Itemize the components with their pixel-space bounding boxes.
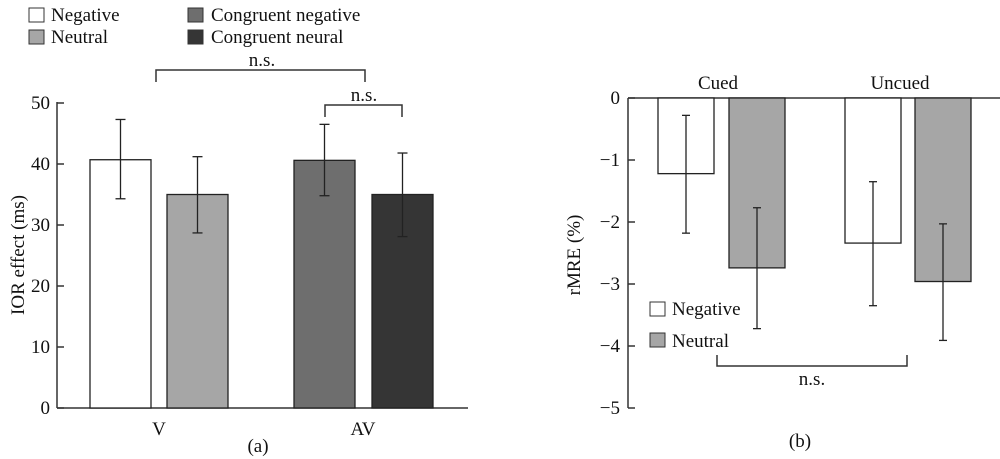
bar-v-negative bbox=[89, 159, 152, 409]
y-tick-label: 50 bbox=[31, 93, 50, 114]
panel-a-x-tick-label: AV bbox=[351, 419, 376, 440]
significance-bracket-v-av bbox=[155, 69, 366, 82]
significance-label-neutral: n.s. bbox=[799, 369, 825, 390]
panel-a-label: (a) bbox=[247, 436, 268, 457]
bar-av-congruent-negative bbox=[293, 159, 356, 409]
legend-swatch-negative bbox=[649, 301, 666, 317]
legend-swatch-congruent-negative bbox=[187, 7, 204, 23]
significance-bracket-neutral bbox=[716, 355, 908, 367]
panel-b-y-label: rMRE (%) bbox=[564, 215, 585, 296]
y-tick-label: 20 bbox=[31, 276, 50, 297]
panel-b: rMRE (%) Cued Uncued (b) Negative Neutra… bbox=[564, 73, 1000, 452]
significance-label-v-av: n.s. bbox=[249, 50, 275, 71]
panel-a-x-tick-label: V bbox=[152, 419, 166, 440]
y-tick-label: 10 bbox=[31, 337, 50, 358]
legend-swatch-neutral bbox=[28, 29, 45, 45]
y-tick-label: 0 bbox=[41, 398, 51, 419]
y-tick-label: 30 bbox=[31, 215, 50, 236]
y-tick-label: −5 bbox=[600, 398, 620, 419]
legend-label-negative: Negative bbox=[672, 299, 741, 320]
y-tick-label: −2 bbox=[600, 212, 620, 233]
panel-b-label: (b) bbox=[789, 431, 811, 452]
panel-b-category-label: Cued bbox=[698, 73, 739, 94]
legend-label-neutral: Neutral bbox=[672, 331, 729, 352]
legend-label-congruent-negative: Congruent negative bbox=[211, 5, 360, 26]
y-tick-label: 40 bbox=[31, 154, 50, 175]
legend-swatch-negative bbox=[28, 7, 45, 23]
y-tick-label: 0 bbox=[611, 88, 621, 109]
legend-swatch-neutral bbox=[649, 332, 666, 348]
y-tick-label: −4 bbox=[600, 336, 621, 357]
y-tick-label: −3 bbox=[600, 274, 620, 295]
legend-label-negative: Negative bbox=[51, 5, 120, 26]
panel-a-y-label: IOR effect (ms) bbox=[8, 195, 29, 315]
legend-label-congruent-neural: Congruent neural bbox=[211, 27, 343, 48]
legend-label-neutral: Neutral bbox=[51, 27, 108, 48]
y-tick-label: −1 bbox=[600, 150, 620, 171]
significance-label-av: n.s. bbox=[351, 85, 377, 106]
panel-b-category-label: Uncued bbox=[870, 73, 930, 94]
panel-a: IOR effect (ms) V AV (a) Negative Neutra… bbox=[8, 5, 468, 457]
legend-swatch-congruent-neural bbox=[187, 29, 204, 45]
significance-bracket-av bbox=[324, 104, 403, 117]
